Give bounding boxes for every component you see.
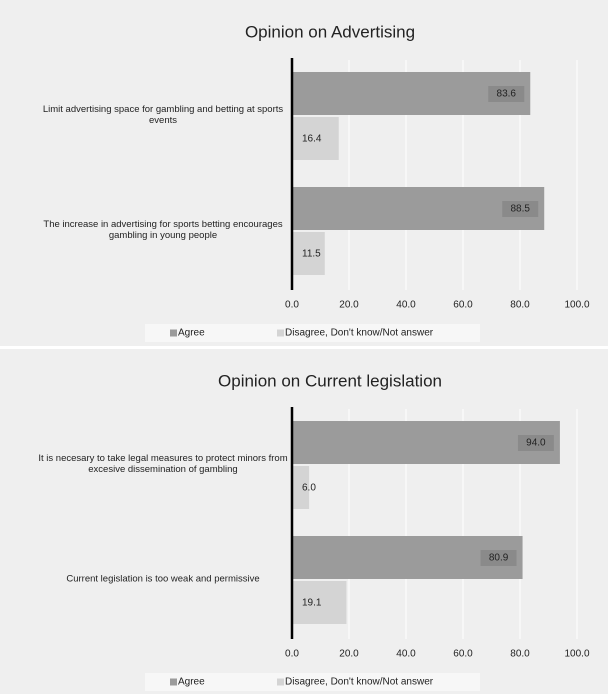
- x-tick-label: 80.0: [510, 649, 530, 660]
- bar: [292, 232, 325, 275]
- x-tick-label: 40.0: [396, 300, 416, 311]
- value-label-box: [517, 435, 554, 451]
- x-tick-label: 20.0: [339, 300, 359, 311]
- legend-label: Agree: [178, 677, 205, 688]
- bar: [292, 581, 347, 624]
- value-label: 19.1: [302, 598, 322, 609]
- value-label: 6.0: [302, 483, 316, 494]
- x-tick-label: 40.0: [396, 649, 416, 660]
- x-tick-label: 60.0: [453, 300, 473, 311]
- value-label-box: [502, 201, 539, 217]
- x-tick-label: 60.0: [453, 649, 473, 660]
- chart-title: Opinion on Advertising: [245, 22, 415, 41]
- value-label: 88.5: [510, 204, 530, 215]
- legend-label: Disagree, Don't know/Not answer: [285, 328, 434, 339]
- value-label: 11.5: [302, 249, 321, 260]
- legend-box: [145, 673, 480, 691]
- legend-label: Agree: [178, 328, 205, 339]
- value-label: 94.0: [526, 438, 546, 449]
- value-label-box: [488, 86, 525, 102]
- legend-swatch: [170, 329, 177, 337]
- x-tick-label: 20.0: [339, 649, 359, 660]
- x-tick-label: 80.0: [510, 300, 530, 311]
- chart-title: Opinion on Current legislation: [218, 371, 442, 390]
- x-tick-label: 100.0: [564, 300, 589, 311]
- separator: [0, 346, 608, 349]
- legend-swatch: [277, 329, 284, 337]
- bar: [292, 187, 545, 230]
- category-label: Limit advertising space for gambling and…: [42, 104, 284, 126]
- legend-swatch: [170, 678, 177, 686]
- value-label: 80.9: [489, 553, 509, 564]
- legend-box: [145, 324, 480, 342]
- legend-swatch: [277, 678, 284, 686]
- value-label: 83.6: [497, 89, 517, 100]
- bar: [292, 421, 560, 464]
- x-tick-label: 0.0: [285, 649, 299, 660]
- value-label: 16.4: [302, 134, 322, 145]
- bar: [292, 117, 339, 160]
- category-label: The increase in advertising for sports b…: [43, 219, 283, 241]
- category-label: Current legislation is too weak and perm…: [66, 573, 260, 585]
- category-label: It is necesary to take legal measures to…: [38, 453, 288, 475]
- value-label-box: [480, 550, 517, 566]
- x-tick-label: 100.0: [564, 649, 589, 660]
- bar: [292, 466, 310, 509]
- x-tick-label: 0.0: [285, 300, 299, 311]
- legend-label: Disagree, Don't know/Not answer: [285, 677, 434, 688]
